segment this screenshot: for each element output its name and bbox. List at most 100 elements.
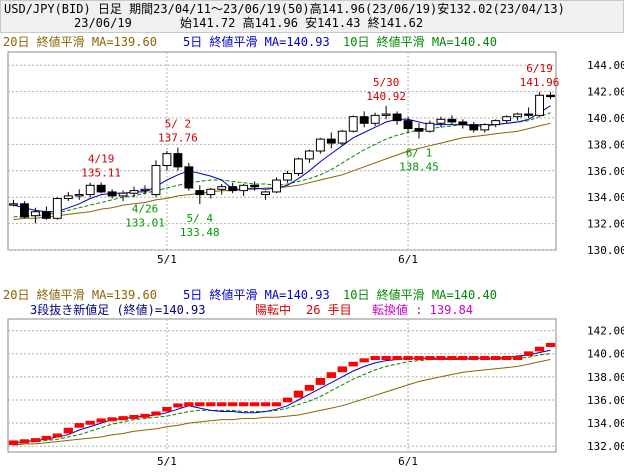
candle-body (469, 124, 479, 131)
brick (228, 402, 238, 407)
main-ytick-label: 142.00 (587, 86, 624, 99)
brick (512, 356, 523, 361)
annotation-date: 4/26 (132, 203, 159, 216)
sub-ytick-label: 134.00 (587, 417, 624, 430)
candle-body (535, 94, 545, 116)
candle-body (272, 179, 281, 193)
candle-body (19, 203, 29, 218)
brick (271, 402, 282, 407)
brick (425, 356, 435, 361)
sub-ytick-label: 138.00 (587, 371, 624, 384)
brick (217, 402, 227, 407)
brick (523, 351, 534, 357)
candle-body (315, 138, 325, 152)
candle-body (337, 130, 347, 144)
chart-header: USD/JPY(BID) 日足 期間23/04/11～23/06/19(50)高… (0, 0, 624, 33)
brick (30, 438, 41, 443)
brick-count: 26 手目 (306, 303, 352, 317)
brick (480, 356, 490, 361)
brick (293, 390, 304, 398)
brick (392, 356, 402, 361)
brick (129, 414, 139, 419)
brick (337, 366, 347, 373)
brick (403, 356, 413, 361)
brick (118, 416, 128, 421)
main-ytick-label: 144.00 (587, 59, 624, 72)
annotation-value: 133.48 (180, 226, 220, 239)
main-ytick-label: 140.00 (587, 112, 624, 125)
candle-body (458, 121, 468, 126)
candle-body (283, 172, 292, 181)
sub-legend-item: 20日 終値平滑 MA=139.60 (3, 287, 157, 302)
annotation-date: 6/ 1 (406, 146, 433, 159)
candle-body (41, 211, 51, 219)
brick (8, 440, 19, 446)
brick (381, 356, 391, 361)
sub-ytick-label: 136.00 (587, 394, 624, 407)
candle-body (359, 116, 369, 124)
candle-body (304, 150, 314, 160)
brick (282, 397, 293, 403)
sub-brown-line (13, 359, 551, 446)
candle-body (140, 188, 150, 192)
candle-body (239, 184, 249, 192)
brick (304, 384, 315, 391)
main-chart-panel: 20日 終値平滑 MA=139.60 5日 終値平滑 MA=140.93 10日 終… (3, 34, 624, 266)
ma20-line (13, 122, 551, 221)
brick (19, 439, 30, 444)
reversal-status: 陽転中 (255, 302, 291, 317)
candle-body (502, 116, 512, 122)
candle-body (195, 190, 205, 196)
annotation-value: 138.45 (399, 160, 439, 173)
reversal-value: 転換値 : 139.84 (372, 302, 473, 317)
brick (249, 402, 260, 407)
header-title: USD/JPY(BID) 日足 期間23/04/11～23/06/19(50)高… (4, 2, 565, 16)
candle-body (129, 190, 139, 194)
candle-body (52, 198, 62, 219)
main-legend-item: 10日 終値平滑 MA=140.40 (343, 34, 497, 49)
candle-body (250, 184, 260, 188)
main-ytick-label: 130.00 (587, 244, 624, 257)
candle-body (30, 211, 40, 217)
three-line-break-value: 3段抜き新値足 (終値)=140.93 (30, 302, 205, 317)
candle-body (326, 138, 336, 144)
brick (184, 402, 194, 407)
sub-ytick-label: 132.00 (587, 440, 624, 453)
candle-body (217, 186, 227, 190)
brick (195, 402, 205, 407)
header-ohlc: 始141.72 高141.96 安141.43 終141.62 (180, 16, 424, 30)
brick (447, 356, 457, 361)
annotation-date: 5/ 4 (187, 212, 214, 225)
brick (238, 402, 249, 407)
candle-body (381, 113, 391, 116)
candle-body (85, 184, 95, 196)
candle-body (513, 113, 523, 118)
brick (173, 403, 183, 408)
brick (348, 361, 358, 367)
candle-body (293, 158, 303, 174)
main-xtick-label: 6/1 (398, 253, 418, 266)
brick (107, 417, 117, 422)
sub-xtick-label: 6/1 (398, 455, 418, 468)
brick (326, 372, 336, 378)
brick (85, 420, 95, 425)
main-ytick-label: 134.00 (587, 191, 624, 204)
annotation-value: 135.11 (81, 167, 121, 180)
candle-body (425, 122, 435, 132)
annotation-date: 4/19 (88, 153, 115, 166)
brick (162, 406, 172, 412)
annotation-date: 5/30 (373, 76, 400, 89)
main-legend-item: 5日 終値平滑 MA=140.93 (183, 34, 330, 49)
candle-body (480, 124, 490, 131)
three-line-break-panel: 20日 終値平滑 MA=139.60 5日 終値平滑 MA=140.93 10日 終… (3, 287, 624, 468)
candle-body (370, 114, 380, 124)
candle-body (403, 120, 413, 130)
brick (74, 423, 84, 428)
main-ytick-label: 136.00 (587, 165, 624, 178)
annotation-value: 140.92 (366, 90, 406, 103)
header-date: 23/06/19 (74, 16, 132, 30)
brick (206, 402, 216, 407)
sub-legend-item: 10日 終値平滑 MA=140.40 (343, 287, 497, 302)
brick (458, 356, 468, 361)
candle-body (447, 118, 457, 123)
